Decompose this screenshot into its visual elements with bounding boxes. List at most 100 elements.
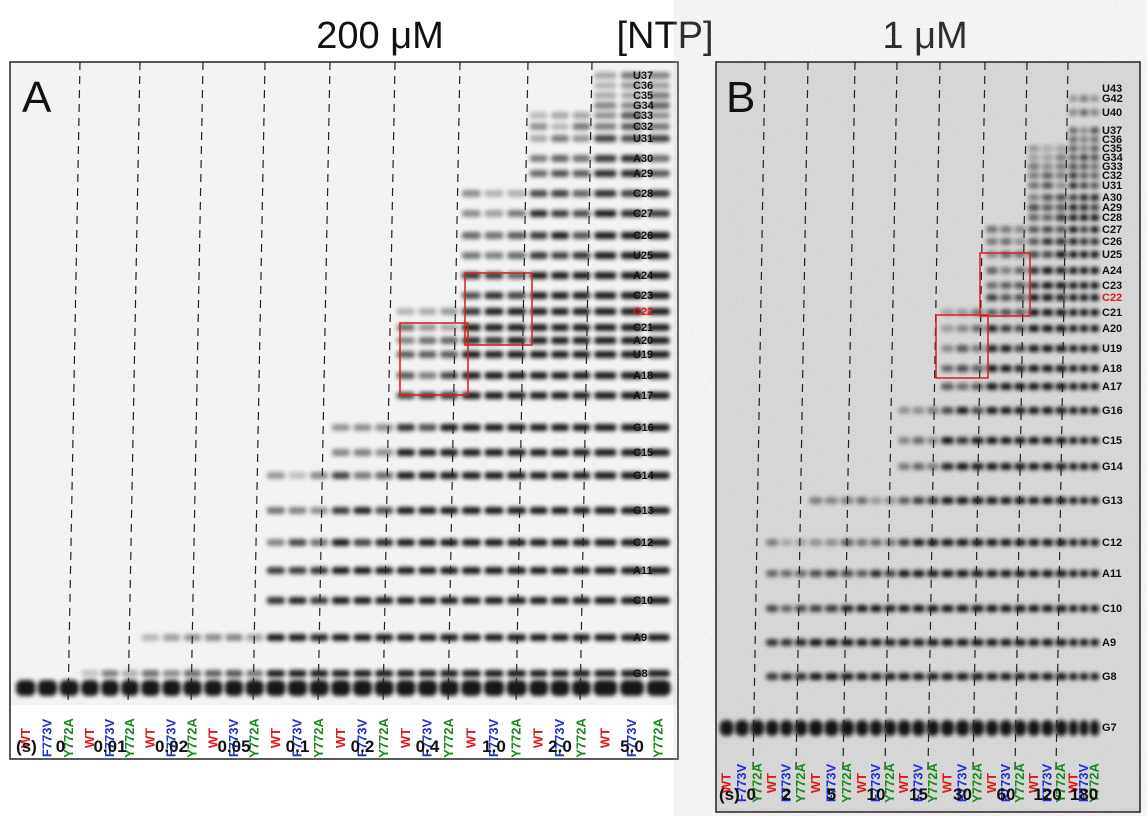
band: [1090, 226, 1100, 233]
band: [1041, 605, 1054, 612]
band: [955, 720, 970, 736]
band: [375, 567, 394, 574]
band: [594, 424, 617, 431]
band: [551, 308, 569, 315]
band: [225, 634, 243, 641]
bands-b: [719, 95, 1100, 736]
band: [1014, 383, 1026, 390]
band: [1028, 345, 1040, 352]
band: [1055, 226, 1067, 233]
lane-label: WT: [1065, 773, 1080, 793]
band: [141, 680, 160, 696]
band: [620, 252, 644, 259]
band: [572, 670, 591, 677]
band: [507, 252, 527, 259]
lane-label: Y772A: [1053, 763, 1068, 803]
band: [620, 472, 644, 479]
band: [1055, 383, 1067, 390]
band: [620, 424, 644, 431]
band: [1000, 226, 1012, 233]
band: [396, 680, 416, 696]
band: [824, 539, 839, 546]
highlight-box: [935, 314, 989, 379]
band: [986, 282, 998, 289]
time-label: 15: [909, 785, 928, 804]
band: [986, 539, 998, 546]
band: [551, 351, 569, 358]
band: [1055, 294, 1067, 301]
band: [310, 567, 329, 574]
band: [956, 463, 969, 470]
band: [1068, 605, 1078, 612]
band: [1068, 127, 1078, 134]
band: [1055, 570, 1067, 577]
band: [1055, 365, 1067, 372]
band: [1041, 214, 1054, 221]
band: [440, 351, 459, 358]
band: [1041, 282, 1054, 289]
band: [1041, 145, 1054, 152]
band: [1068, 172, 1078, 179]
band: [572, 252, 591, 259]
band: [1028, 251, 1040, 258]
band: [869, 720, 883, 736]
band: [647, 92, 670, 99]
band: [926, 539, 939, 546]
band: [1068, 639, 1078, 646]
lane-divider: [579, 61, 593, 706]
band: [884, 673, 896, 680]
band: [551, 210, 569, 217]
band: [594, 102, 617, 109]
band: [572, 507, 591, 514]
band: [484, 292, 504, 299]
band: [794, 673, 807, 680]
band: [529, 337, 548, 344]
lane-label: F773V: [1076, 764, 1091, 803]
lane-divider: [1055, 61, 1069, 771]
lane-label: WT: [531, 728, 546, 748]
band: [594, 190, 617, 197]
band: [529, 252, 548, 259]
band: [594, 72, 617, 79]
band: [1041, 639, 1054, 646]
band: [1068, 365, 1078, 372]
band: [461, 680, 482, 696]
band: [551, 324, 569, 331]
band: [986, 605, 998, 612]
band: [986, 407, 998, 414]
band: [594, 123, 617, 130]
band: [375, 670, 394, 677]
time-label: 1.0: [482, 737, 506, 756]
band: [824, 720, 839, 736]
band: [1079, 383, 1089, 390]
band-label: C15: [1102, 435, 1122, 447]
band: [418, 507, 437, 514]
band: [1079, 294, 1089, 301]
band: [647, 472, 670, 479]
band: [809, 673, 823, 680]
band: [594, 634, 617, 641]
band: [353, 424, 372, 431]
band: [971, 365, 984, 372]
band: [461, 292, 481, 299]
band: [1000, 345, 1012, 352]
lane-divider: [252, 61, 266, 706]
band: [59, 680, 79, 696]
lane-label: F773V: [102, 719, 117, 758]
band: [647, 634, 670, 641]
band-label: U25: [1102, 249, 1122, 261]
lane-label: WT: [719, 773, 734, 793]
highlight-box: [464, 272, 533, 346]
band: [986, 365, 998, 372]
band: [912, 497, 925, 504]
panel-letter: A: [22, 73, 52, 122]
band: [440, 449, 459, 456]
band: [396, 351, 415, 358]
band: [1014, 282, 1026, 289]
band: [593, 680, 618, 696]
band: [898, 639, 911, 646]
band: [1000, 437, 1012, 444]
band: [121, 670, 139, 677]
band: [551, 190, 569, 197]
band: [551, 170, 569, 177]
